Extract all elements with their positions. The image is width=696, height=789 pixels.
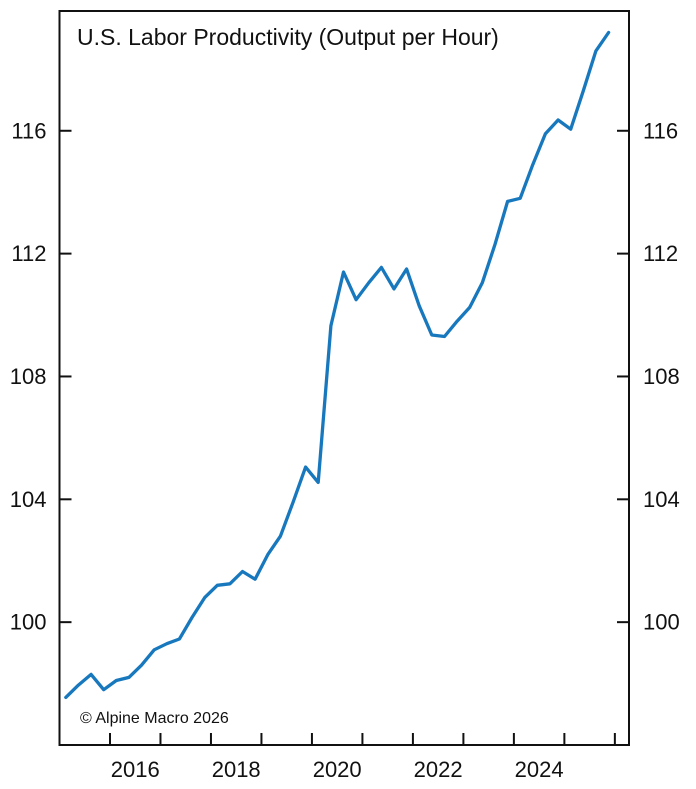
chart-title: U.S. Labor Productivity (Output per Hour… (77, 24, 499, 50)
y-tick-label: 104 (643, 487, 680, 512)
y-tick-label: 108 (10, 364, 47, 389)
y-tick-label: 100 (643, 610, 680, 635)
y-tick-label: 116 (11, 118, 46, 143)
y-tick-label: 112 (11, 241, 46, 266)
x-tick-label: 2024 (515, 757, 564, 782)
x-tick-label: 2022 (414, 757, 463, 782)
x-axis-ticks (108, 733, 616, 745)
x-tick-label: 2016 (111, 757, 160, 782)
plot-border (58, 10, 630, 746)
x-tick-label: 2018 (212, 757, 261, 782)
y-axis-labels-right: 100 104 108 112 116 (643, 118, 680, 634)
y-axis-labels-left: 100 104 108 112 116 (10, 118, 47, 634)
y-tick-label: 108 (643, 364, 680, 389)
y-tick-label: 104 (10, 487, 47, 512)
productivity-line (64, 30, 611, 700)
y-tick-label: 112 (643, 241, 678, 266)
y-tick-label: 116 (643, 118, 678, 143)
x-tick-label: 2020 (313, 757, 362, 782)
x-axis-labels: 2016 2018 2020 2022 2024 (111, 757, 564, 782)
copyright-source-note: © Alpine Macro 2026 (80, 710, 229, 727)
y-tick-label: 100 (10, 610, 47, 635)
y-axis-ticks-right (617, 129, 629, 624)
y-axis-ticks-left (59, 129, 72, 624)
